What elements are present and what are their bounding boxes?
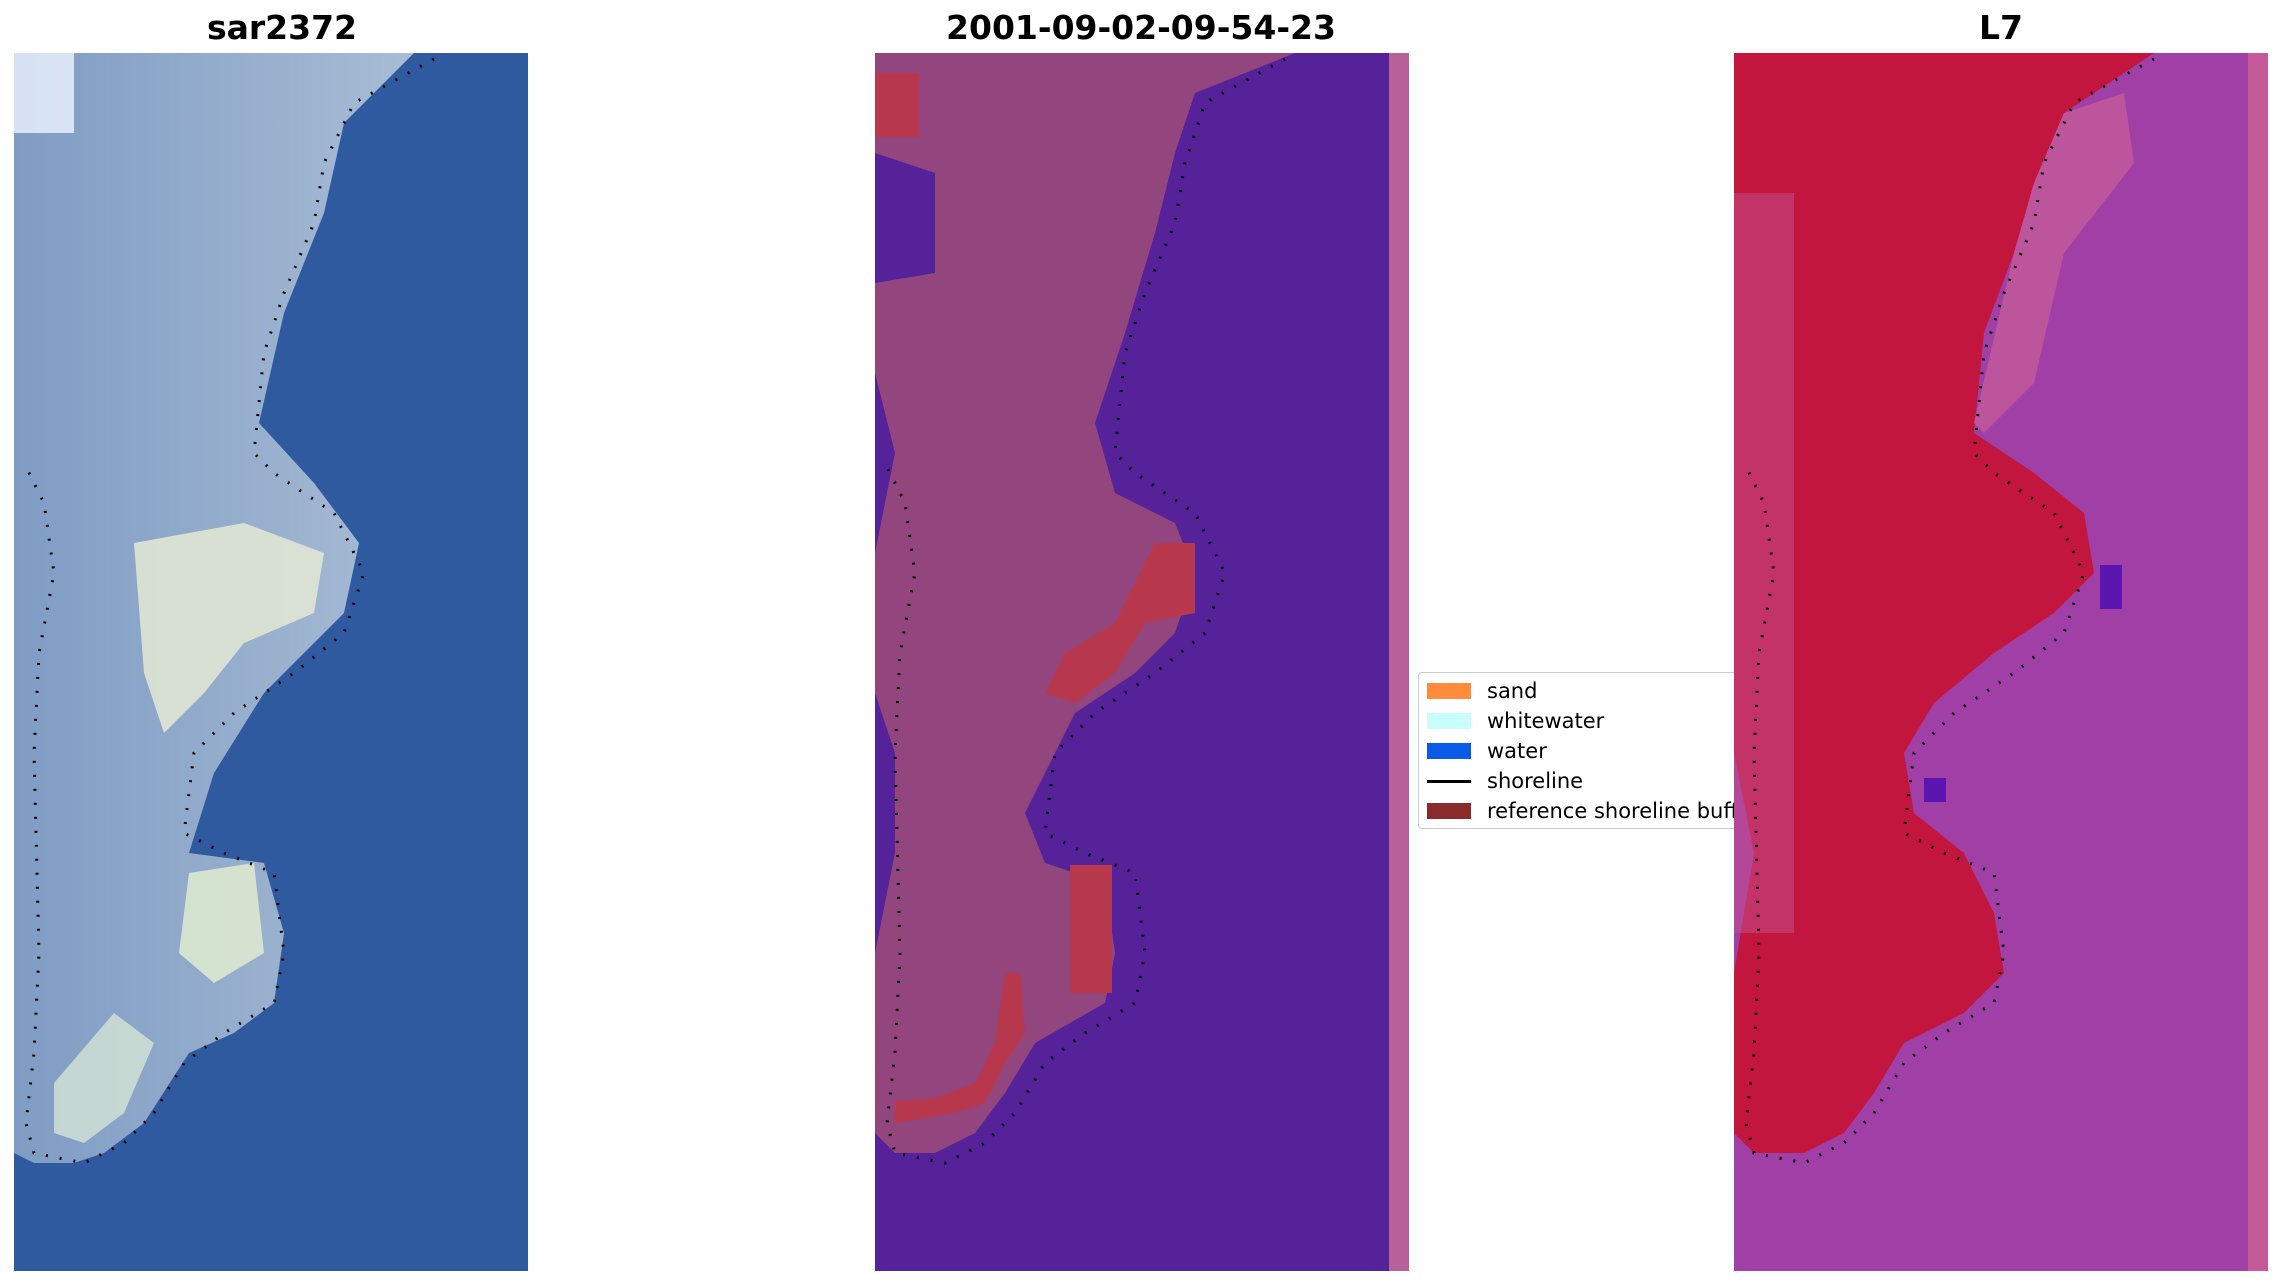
class-buffer-lower: [1070, 865, 1112, 993]
legend-label-whitewater: whitewater: [1487, 709, 1604, 733]
panel-middle-title: 2001-09-02-09-54-23: [946, 8, 1336, 47]
whitewater-swatch: [1427, 713, 1471, 729]
sand-swatch: [1427, 683, 1471, 699]
legend: sand whitewater water shoreline referenc…: [1418, 672, 1738, 829]
panel-left-title: sar2372: [207, 8, 357, 47]
l7-image-panel: [1734, 53, 2268, 1271]
rgb-bright-corner: [14, 53, 74, 133]
legend-item-whitewater: whitewater: [1427, 709, 1604, 733]
l7-dark-pixel-b: [1924, 778, 1946, 802]
class-edge-strip: [1389, 53, 1409, 1271]
legend-item-reference-buffer: reference shoreline buff: [1427, 799, 1738, 823]
legend-item-sand: sand: [1427, 679, 1537, 703]
l7-edge-strip: [2248, 53, 2268, 1271]
shoreline-swatch: [1427, 780, 1471, 783]
legend-item-water: water: [1427, 739, 1547, 763]
reference-buffer-swatch: [1427, 803, 1471, 819]
legend-item-shoreline: shoreline: [1427, 769, 1583, 793]
l7-land-west-fade: [1734, 193, 1794, 933]
panel-right-title: L7: [1979, 8, 2023, 47]
legend-label-shoreline: shoreline: [1487, 769, 1583, 793]
classification-panel: [875, 53, 1409, 1271]
class-buffer-top: [875, 73, 919, 137]
rgb-image-panel: [14, 53, 528, 1271]
legend-label-sand: sand: [1487, 679, 1537, 703]
legend-label-water: water: [1487, 739, 1547, 763]
water-swatch: [1427, 743, 1471, 759]
l7-dark-pixel-a: [2100, 565, 2122, 609]
legend-label-reference-buffer: reference shoreline buff: [1487, 799, 1738, 823]
